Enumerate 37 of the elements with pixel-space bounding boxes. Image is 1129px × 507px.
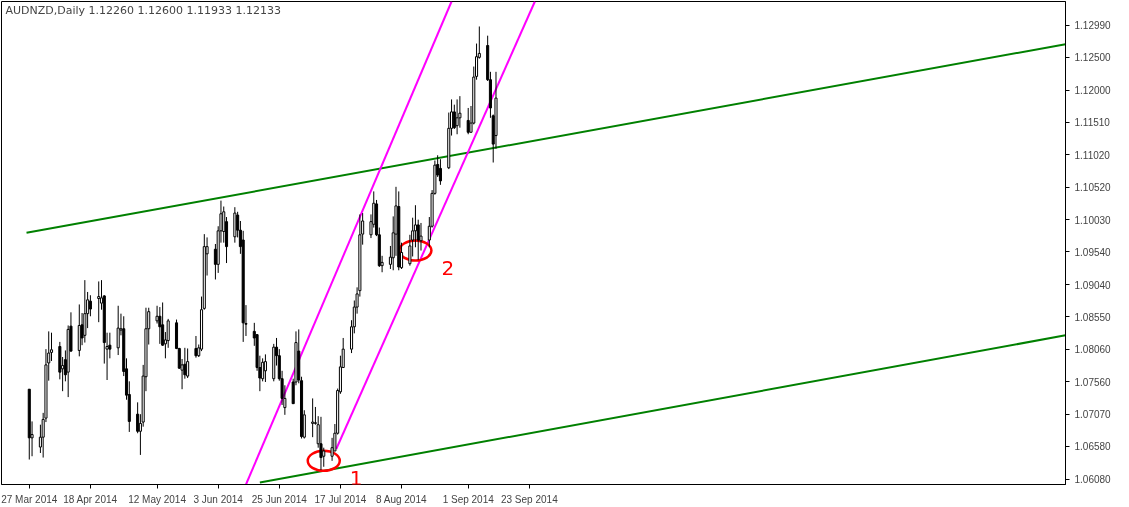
candlestick	[158, 306, 162, 345]
y-tick-label: 1.12500	[1074, 52, 1112, 64]
annotation: 2	[441, 255, 455, 280]
y-tick-label: 1.07070	[1074, 409, 1112, 421]
chart-title: AUDNZD,Daily 1.12260 1.12600 1.11933 1.12133	[5, 4, 282, 17]
y-tick-label: 1.09540	[1074, 246, 1112, 258]
x-tick-label: 23 Sep 2014	[500, 493, 559, 505]
x-tick-label: 17 Jul 2014	[314, 493, 367, 505]
x-tick-label: 12 May 2014	[128, 493, 187, 505]
y-tick-label: 1.06580	[1074, 441, 1112, 453]
x-tick-label: 18 Apr 2014	[63, 493, 118, 505]
candlestick	[455, 98, 459, 135]
x-tick-label: 27 Mar 2014	[1, 493, 58, 505]
y-tick-label: 1.06080	[1074, 474, 1112, 486]
y-tick-label: 1.07560	[1074, 376, 1112, 388]
x-tick-label: 3 Jun 2014	[193, 493, 244, 505]
x-tick-label: 25 Jun 2014	[251, 493, 308, 505]
candlestick	[83, 279, 87, 344]
y-tick-label: 1.10030	[1074, 214, 1112, 226]
annotation: 1	[349, 465, 363, 490]
y-tick-label: 1.08550	[1074, 311, 1112, 323]
candlestick	[116, 305, 120, 356]
candlestick	[186, 347, 190, 379]
y-tick-label: 1.09040	[1074, 279, 1112, 291]
x-tick-label: 1 Sep 2014	[442, 493, 495, 505]
y-tick-label: 1.08060	[1074, 344, 1112, 356]
y-tick-label: 1.12990	[1074, 20, 1112, 32]
x-tick-label: 8 Aug 2014	[375, 493, 428, 505]
candlestick	[319, 416, 323, 471]
candlestick	[330, 437, 334, 462]
candlestick	[263, 353, 267, 383]
y-tick-label: 1.12000	[1074, 85, 1112, 97]
y-tick-label: 1.11510	[1074, 117, 1111, 129]
candlestick	[233, 206, 237, 244]
y-tick-label: 1.11020	[1074, 149, 1111, 161]
candlestick	[97, 280, 101, 323]
y-tick-label: 1.10520	[1074, 182, 1112, 194]
